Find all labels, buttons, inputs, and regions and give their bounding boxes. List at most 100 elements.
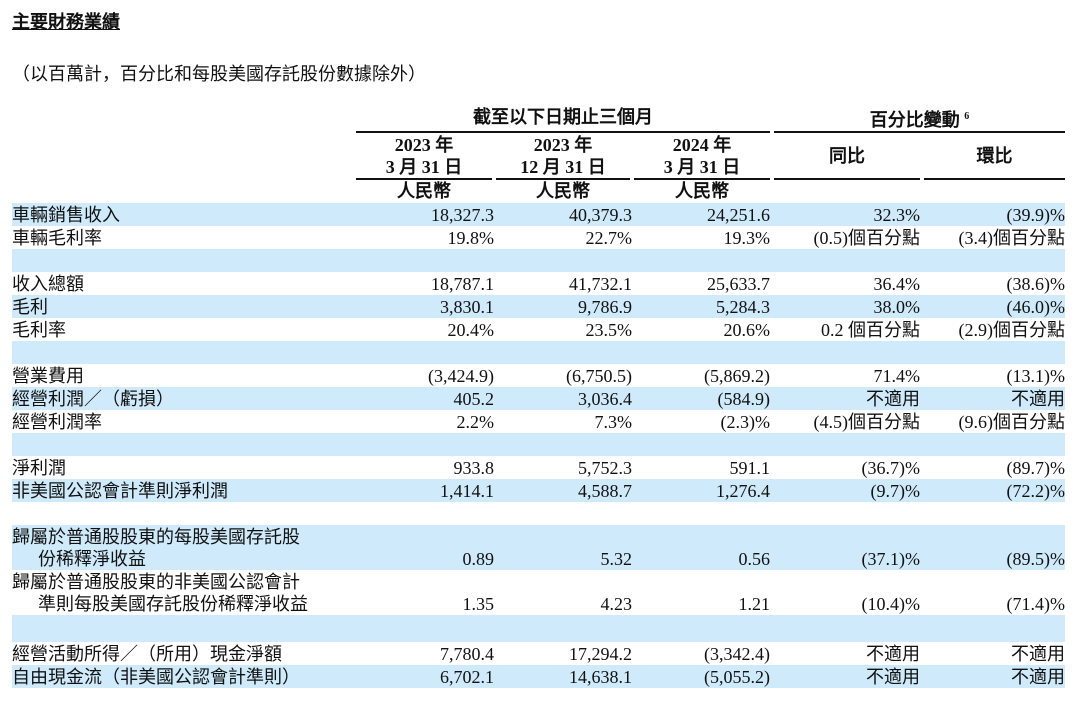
table-row: 歸屬於普通股股東的非美國公認會計 準則每股美國存託股份稀釋淨收益 1.35 4.23 1… (12, 570, 1065, 615)
value-2023q1: 7,780.4 (440, 644, 494, 664)
units-note: （以百萬計，百分比和每股美國存託股份數據除外） (12, 64, 426, 84)
value-2023q4: 5.32 (600, 549, 633, 569)
header-rule (634, 178, 770, 180)
footnote-marker: 6 (964, 111, 970, 122)
value-2023q4: 7.3% (594, 412, 633, 432)
period-group-header: 截至以下日期止三個月 (473, 107, 653, 127)
value-qoq: (9.6)個百分點 (958, 412, 1066, 432)
currency-label: 人民幣 (536, 181, 590, 201)
value-2023q4: 23.5% (585, 320, 633, 340)
row-label-line: 淨利潤 (12, 458, 66, 478)
value-2023q4: 14,638.1 (569, 667, 632, 687)
value-2023q1: 18,327.3 (431, 205, 494, 225)
value-yoy: (4.5)個百分點 (813, 412, 921, 432)
row-label-line: 歸屬於普通股股東的非美國公認會計 (12, 572, 300, 592)
value-2024q1: 0.56 (738, 549, 771, 569)
table-row: 歸屬於普通股股東的每股美國存託股 份稀釋淨收益 0.89 5.32 0.56 (37.1)… (12, 525, 1065, 570)
value-2023q4: 40,379.3 (569, 205, 632, 225)
value-yoy: (36.7)% (861, 458, 920, 478)
row-label: 車輛毛利率 (12, 226, 356, 249)
row-label: 經營利潤率 (12, 410, 356, 433)
header-rule (496, 178, 630, 180)
value-2023q4: 17,294.2 (569, 644, 632, 664)
row-label-line: 準則每股美國存託股份稀釋淨收益 (38, 594, 308, 614)
value-2023q4: 41,732.1 (569, 274, 632, 294)
header-rule (924, 178, 1065, 180)
row-label: 淨利潤 (12, 456, 356, 479)
row-label-line: 毛利率 (12, 320, 66, 340)
currency-label: 人民幣 (397, 181, 451, 201)
row-label-line: 非美國公認會計準則淨利潤 (12, 481, 228, 501)
row-label: 收入總額 (12, 272, 356, 295)
row-label-line: 經營利潤／（虧損） (12, 389, 174, 409)
row-label: 營業費用 (12, 364, 356, 387)
value-qoq: (3.4)個百分點 (958, 228, 1066, 248)
value-yoy: 32.3% (873, 205, 921, 225)
row-label-line: 歸屬於普通股股東的每股美國存託股 (12, 527, 300, 547)
value-yoy: (37.1)% (861, 549, 920, 569)
table-row: 非美國公認會計準則淨利潤 1,414.1 4,588.7 1,276.4 (9.7)% (… (12, 479, 1065, 502)
value-2023q4: 3,036.4 (578, 389, 632, 409)
value-2023q1: 405.2 (453, 389, 495, 409)
value-yoy: 71.4% (873, 366, 921, 386)
value-2024q1: 24,251.6 (707, 205, 770, 225)
financial-table: 車輛銷售收入 18,327.3 40,379.3 24,251.6 32.3% (39.9… (12, 203, 1065, 688)
value-yoy: (9.7)% (870, 481, 920, 501)
value-qoq: (38.6)% (1006, 274, 1065, 294)
value-2023q4: 4,588.7 (578, 481, 632, 501)
value-qoq: (89.7)% (1006, 458, 1065, 478)
header-rule (774, 178, 920, 180)
row-label-line: 毛利 (12, 297, 48, 317)
value-qoq: 不適用 (1011, 667, 1065, 687)
value-2024q1: (2.3)% (720, 412, 770, 432)
spacer-row (12, 433, 1065, 456)
row-label-line: 自由現金流（非美國公認會計準則） (12, 667, 300, 687)
row-label: 經營利潤／（虧損） (12, 387, 356, 410)
header-rule (356, 131, 770, 133)
row-label-line: 經營活動所得／（所用）現金淨額 (12, 644, 282, 664)
change-group-header: 百分比變動 6 (869, 110, 970, 130)
value-2023q1: 19.8% (447, 228, 495, 248)
value-qoq: (71.4)% (1006, 594, 1065, 614)
row-label-line: 營業費用 (12, 366, 84, 386)
value-qoq: (39.9)% (1006, 205, 1065, 225)
table-row: 經營利潤／（虧損） 405.2 3,036.4 (584.9) 不適用 不適用 (12, 387, 1065, 410)
value-2023q4: (6,750.5) (566, 366, 632, 386)
value-2024q1: 19.3% (723, 228, 771, 248)
table-row: 營業費用 (3,424.9) (6,750.5) (5,869.2) 71.4% (13.… (12, 364, 1065, 387)
row-label-line: 車輛毛利率 (12, 228, 102, 248)
row-label: 經營活動所得／（所用）現金淨額 (12, 642, 356, 665)
value-2024q1: (5,869.2) (704, 366, 770, 386)
value-qoq: (2.9)個百分點 (958, 320, 1066, 340)
value-yoy: 36.4% (873, 274, 921, 294)
value-2023q1: 18,787.1 (431, 274, 494, 294)
value-2023q4: 4.23 (600, 594, 633, 614)
table-row: 車輛毛利率 19.8% 22.7% 19.3% (0.5)個百分點 (3.4)個百分點 (12, 226, 1065, 249)
value-2023q1: 1,414.1 (440, 481, 494, 501)
row-label-line: 車輛銷售收入 (12, 205, 120, 225)
row-label: 非美國公認會計準則淨利潤 (12, 479, 356, 502)
spacer-row (12, 341, 1065, 364)
value-2023q4: 5,752.3 (578, 458, 632, 478)
value-2024q1: 20.6% (723, 320, 771, 340)
header-rule (356, 178, 492, 180)
value-2023q1: 0.89 (462, 549, 495, 569)
value-yoy: 不適用 (866, 644, 920, 664)
value-yoy: (0.5)個百分點 (813, 228, 921, 248)
value-2023q4: 9,786.9 (578, 297, 632, 317)
value-qoq: (72.2)% (1006, 481, 1065, 501)
table-row: 淨利潤 933.8 5,752.3 591.1 (36.7)% (89.7)% (12, 456, 1065, 479)
value-qoq: 不適用 (1011, 389, 1065, 409)
value-qoq: (46.0)% (1006, 297, 1065, 317)
table-row: 經營利潤率 2.2% 7.3% (2.3)% (4.5)個百分點 (9.6)個百分點 (12, 410, 1065, 433)
value-2024q1: 25,633.7 (707, 274, 770, 294)
row-label: 自由現金流（非美國公認會計準則） (12, 665, 356, 688)
value-2024q1: (3,342.4) (704, 644, 770, 664)
value-2023q1: 3,830.1 (440, 297, 494, 317)
spacer-row (12, 615, 1065, 642)
value-2023q1: 933.8 (453, 458, 495, 478)
value-yoy: 不適用 (866, 389, 920, 409)
row-label: 歸屬於普通股股東的每股美國存託股 份稀釋淨收益 (12, 525, 356, 570)
